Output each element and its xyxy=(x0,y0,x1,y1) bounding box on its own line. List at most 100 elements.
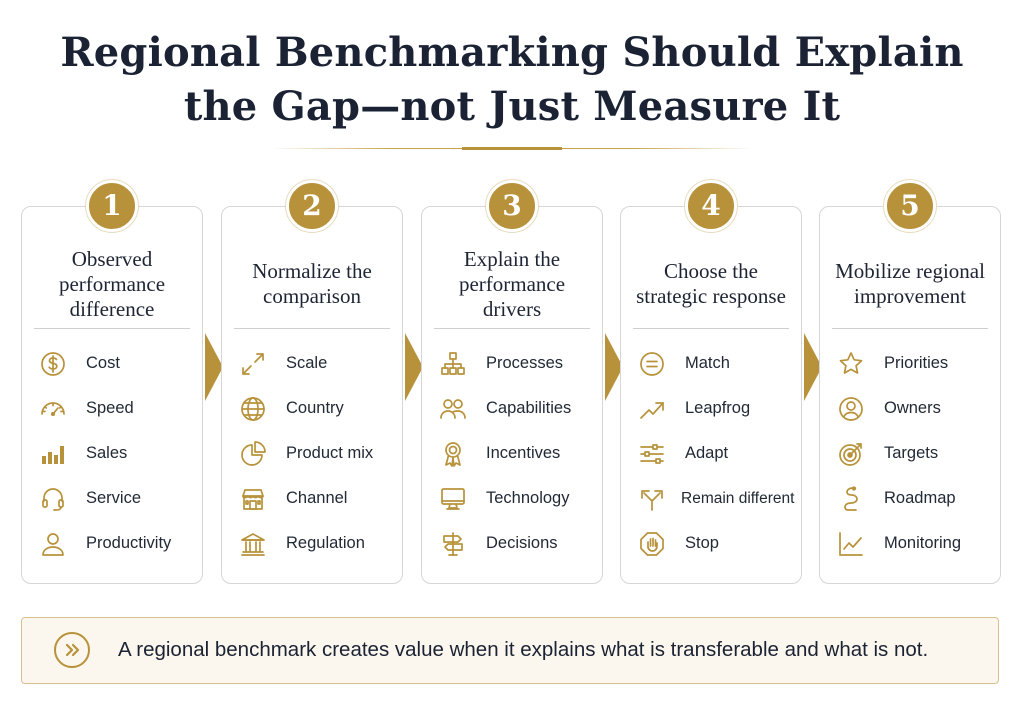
title-divider-accent xyxy=(462,147,562,150)
conclusion-banner: A regional benchmark creates value when … xyxy=(21,617,999,684)
list-item: Regulation xyxy=(236,521,396,566)
list-item: Speed xyxy=(36,386,196,431)
flow-arrow-icon xyxy=(605,333,623,401)
list-item: Stop xyxy=(635,521,795,566)
item-label: Country xyxy=(286,399,344,417)
item-label: Speed xyxy=(86,399,134,417)
title-line-2: the Gap—not Just Measure It xyxy=(183,83,841,130)
list-item: Roadmap xyxy=(834,476,994,521)
item-label: Channel xyxy=(286,489,348,507)
person-icon xyxy=(36,529,70,559)
list-item: Incentives xyxy=(436,431,596,476)
people-icon xyxy=(436,394,470,424)
storefront-icon xyxy=(236,484,270,514)
item-label: Remain different xyxy=(681,489,795,507)
list-item: Targets xyxy=(834,431,994,476)
award-ribbon-icon xyxy=(436,439,470,469)
step-item-list: Match Leapfrog Adapt Remain different Stop xyxy=(635,341,795,566)
list-item: Country xyxy=(236,386,396,431)
card-divider xyxy=(434,328,590,329)
flow-arrow-icon xyxy=(405,333,423,401)
step-title: Normalize the comparison xyxy=(252,259,372,308)
line-chart-icon xyxy=(834,529,868,559)
step-card-4: Choose the strategic response Match Leapfr… xyxy=(620,206,802,584)
conclusion-text: A regional benchmark creates value when … xyxy=(118,638,929,661)
list-item: Monitoring xyxy=(834,521,994,566)
step-title: Mobilize regional improvement xyxy=(835,259,985,308)
list-item: Sales xyxy=(36,431,196,476)
signpost-icon xyxy=(436,529,470,559)
courthouse-icon xyxy=(236,529,270,559)
item-label: Decisions xyxy=(486,534,558,552)
user-circle-icon xyxy=(834,394,868,424)
target-icon xyxy=(834,439,868,469)
list-item: Capabilities xyxy=(436,386,596,431)
star-icon xyxy=(834,349,868,379)
list-item: Priorities xyxy=(834,341,994,386)
list-item: Leapfrog xyxy=(635,386,795,431)
list-item: Adapt xyxy=(635,431,795,476)
step-card-3: Explain the performance drivers Processes… xyxy=(421,206,603,584)
list-item: Remain different xyxy=(635,476,795,521)
list-item: Scale xyxy=(236,341,396,386)
list-item: Service xyxy=(36,476,196,521)
bar-chart-icon xyxy=(36,439,70,469)
stop-hand-icon xyxy=(635,529,669,559)
card-divider xyxy=(633,328,789,329)
item-label: Incentives xyxy=(486,444,561,462)
globe-icon xyxy=(236,394,270,424)
step-item-list: Cost Speed Sales Service Productivity xyxy=(36,341,196,566)
item-label: Stop xyxy=(685,534,719,552)
item-label: Technology xyxy=(486,489,570,507)
list-item: Decisions xyxy=(436,521,596,566)
double-chevron-right-icon xyxy=(54,632,90,668)
item-label: Owners xyxy=(884,399,941,417)
card-divider xyxy=(832,328,988,329)
item-label: Cost xyxy=(86,354,120,372)
list-item: Processes xyxy=(436,341,596,386)
equals-circle-icon xyxy=(635,349,669,379)
item-label: Roadmap xyxy=(884,489,956,507)
list-item: Channel xyxy=(236,476,396,521)
item-label: Adapt xyxy=(685,444,729,462)
step-number-badge: 4 xyxy=(685,180,737,232)
card-divider xyxy=(34,328,190,329)
card-divider xyxy=(234,328,390,329)
list-item: Owners xyxy=(834,386,994,431)
item-label: Targets xyxy=(884,444,939,462)
headset-icon xyxy=(36,484,70,514)
step-card-2: Normalize the comparison Scale Country Prod… xyxy=(221,206,403,584)
flow-arrow-icon xyxy=(804,333,822,401)
item-label: Productivity xyxy=(86,534,172,552)
trend-up-arrow-icon xyxy=(635,394,669,424)
list-item: Technology xyxy=(436,476,596,521)
item-label: Sales xyxy=(86,444,128,462)
sliders-icon xyxy=(635,439,669,469)
page-title: Regional Benchmarking Should Explain the… xyxy=(0,26,1024,134)
step-title: Choose the strategic response xyxy=(636,259,786,308)
step-title: Observed performance difference xyxy=(58,246,166,321)
list-item: Cost xyxy=(36,341,196,386)
diverge-arrows-icon xyxy=(635,484,669,514)
item-label: Priorities xyxy=(884,354,949,372)
list-item: Match xyxy=(635,341,795,386)
step-number-badge: 1 xyxy=(86,180,138,232)
step-card-5: Mobilize regional improvement Priorities O… xyxy=(819,206,1001,584)
list-item: Productivity xyxy=(36,521,196,566)
step-item-list: Priorities Owners Targets Roadmap Monitoring xyxy=(834,341,994,566)
step-item-list: Processes Capabilities Incentives Technolog… xyxy=(436,341,596,566)
step-number-badge: 5 xyxy=(884,180,936,232)
step-number-badge: 2 xyxy=(286,180,338,232)
step-title: Explain the performance drivers xyxy=(458,246,566,321)
item-label: Processes xyxy=(486,354,564,372)
item-label: Regulation xyxy=(286,534,365,552)
item-label: Product mix xyxy=(286,444,374,462)
winding-road-icon xyxy=(834,484,868,514)
speedometer-icon xyxy=(36,394,70,424)
step-item-list: Scale Country Product mix Channel Regulation xyxy=(236,341,396,566)
item-label: Scale xyxy=(286,354,328,372)
item-label: Monitoring xyxy=(884,534,962,552)
item-label: Leapfrog xyxy=(685,399,751,417)
step-card-1: Observed performance difference Cost Speed… xyxy=(21,206,203,584)
dollar-icon xyxy=(36,349,70,379)
